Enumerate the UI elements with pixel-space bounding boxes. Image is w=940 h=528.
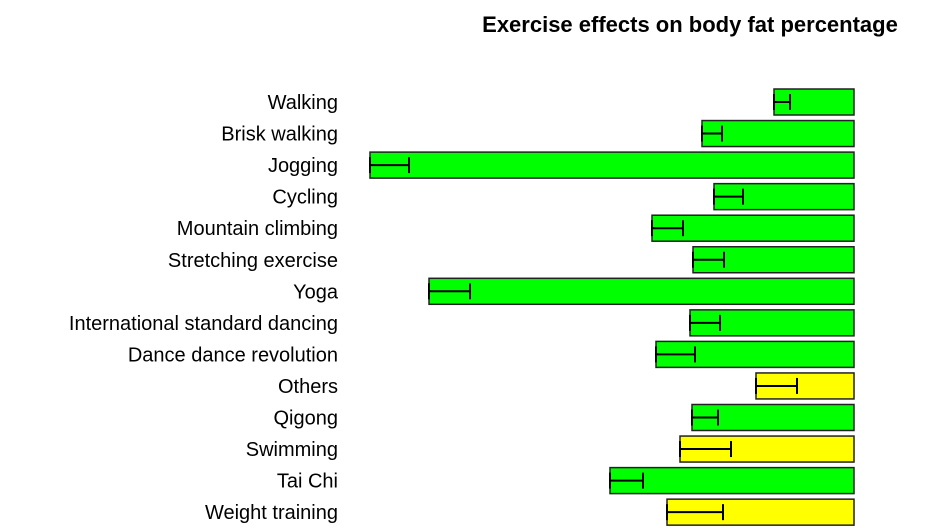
category-label: Jogging [268,155,338,177]
bar [609,466,855,495]
category-label: Mountain climbing [177,218,338,240]
category-label: Tai Chi [277,471,338,493]
bar [369,151,855,179]
category-label: Swimming [246,439,338,461]
category-label: Dance dance revolution [128,344,338,366]
category-label: Cycling [272,187,338,209]
category-label: Brisk walking [221,124,338,146]
bar [428,277,855,306]
category-label: International standard dancing [69,313,338,335]
chart-title: Exercise effects on body fat percentage [482,12,898,37]
bar [651,214,855,242]
category-label: Qigong [274,408,339,430]
category-label: Weight training [205,502,338,524]
category-label: Walking [268,92,338,114]
category-label: Yoga [293,281,339,303]
category-label: Stretching exercise [168,250,338,272]
bar [701,119,855,148]
category-label: Others [278,376,338,398]
